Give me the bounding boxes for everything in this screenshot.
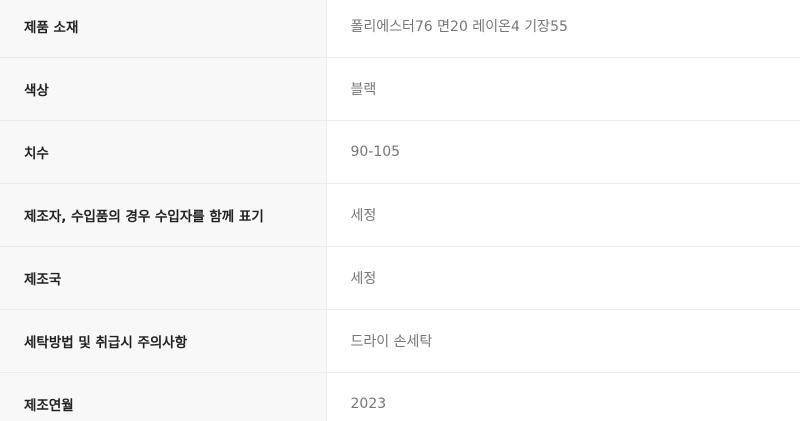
row-value: 90-105 bbox=[326, 120, 800, 184]
row-value: 드라이 손세탁 bbox=[326, 309, 800, 373]
table-row: 색상 블랙 bbox=[0, 57, 800, 121]
table-row: 제품 소재 폴리에스터76 면20 레이온4 기장55 bbox=[0, 0, 800, 58]
table-row: 세탁방법 및 취급시 주의사항 드라이 손세탁 bbox=[0, 309, 800, 373]
row-label: 제조연월 bbox=[0, 372, 327, 421]
table-row: 제조자, 수입품의 경우 수입자를 함께 표기 세정 bbox=[0, 183, 800, 247]
row-label: 세탁방법 및 취급시 주의사항 bbox=[0, 309, 327, 373]
row-label: 제품 소재 bbox=[0, 0, 327, 58]
row-label: 치수 bbox=[0, 120, 327, 184]
row-label: 제조자, 수입품의 경우 수입자를 함께 표기 bbox=[0, 183, 327, 247]
row-value: 세정 bbox=[326, 246, 800, 310]
row-value: 세정 bbox=[326, 183, 800, 247]
row-label: 제조국 bbox=[0, 246, 327, 310]
row-value: 2023 bbox=[326, 372, 800, 421]
table-row: 치수 90-105 bbox=[0, 120, 800, 184]
row-value: 폴리에스터76 면20 레이온4 기장55 bbox=[326, 0, 800, 58]
table-row: 제조연월 2023 bbox=[0, 372, 800, 421]
row-value: 블랙 bbox=[326, 57, 800, 121]
table-row: 제조국 세정 bbox=[0, 246, 800, 310]
row-label: 색상 bbox=[0, 57, 327, 121]
